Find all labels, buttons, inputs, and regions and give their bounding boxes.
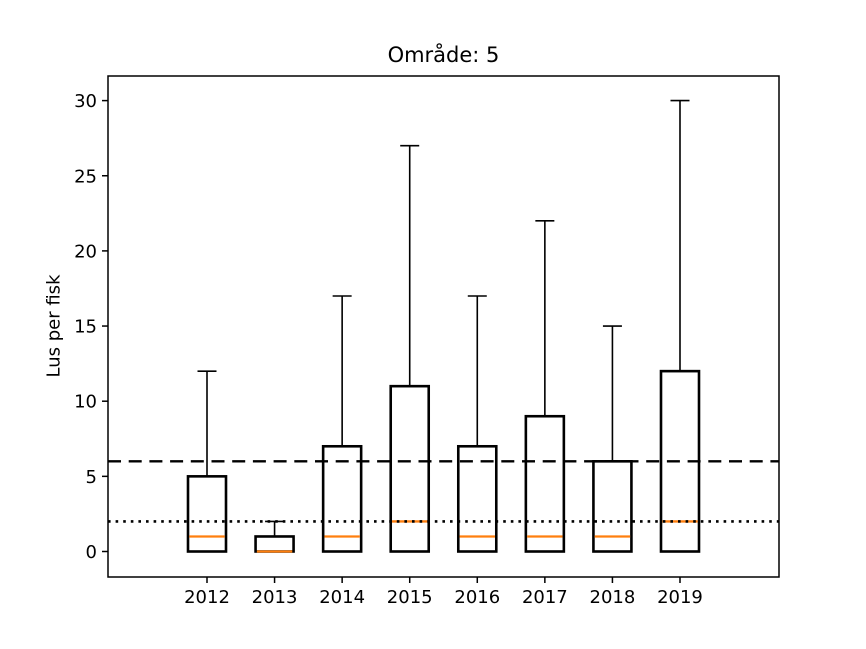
box [456, 444, 498, 553]
chart-title: Område: 5 [387, 43, 500, 67]
x-tick-label: 2013 [252, 587, 298, 608]
x-tick-label: 2016 [454, 587, 500, 608]
y-tick-label: 25 [74, 166, 97, 187]
x-tick-label: 2012 [184, 587, 230, 608]
y-tick-label: 0 [86, 542, 97, 563]
y-tick-label: 30 [74, 91, 97, 112]
boxplot-2019 [659, 99, 701, 553]
box [592, 460, 633, 553]
y-tick-label: 20 [74, 241, 97, 262]
boxplot-2012 [186, 370, 228, 553]
boxplot-2018 [592, 325, 633, 553]
box [186, 475, 228, 553]
boxplot-2014 [321, 295, 363, 553]
box [254, 535, 295, 553]
y-tick-label: 15 [74, 317, 97, 338]
box [389, 384, 431, 553]
boxplot-2013 [254, 520, 295, 553]
box [321, 444, 363, 553]
x-tick-label: 2019 [657, 587, 703, 608]
boxplot-2015 [389, 144, 431, 553]
boxplot-2016 [456, 295, 498, 553]
x-tick-label: 2017 [522, 587, 568, 608]
plot-frame [107, 75, 780, 578]
x-tick-label: 2018 [590, 587, 636, 608]
x-tick-label: 2014 [319, 587, 365, 608]
y-tick-label: 10 [74, 392, 97, 413]
y-tick-label: 5 [86, 467, 97, 488]
box [524, 414, 566, 553]
x-tick-label: 2015 [387, 587, 433, 608]
boxplot-2017 [524, 220, 566, 553]
y-axis-label: Lus per fisk [43, 274, 65, 378]
